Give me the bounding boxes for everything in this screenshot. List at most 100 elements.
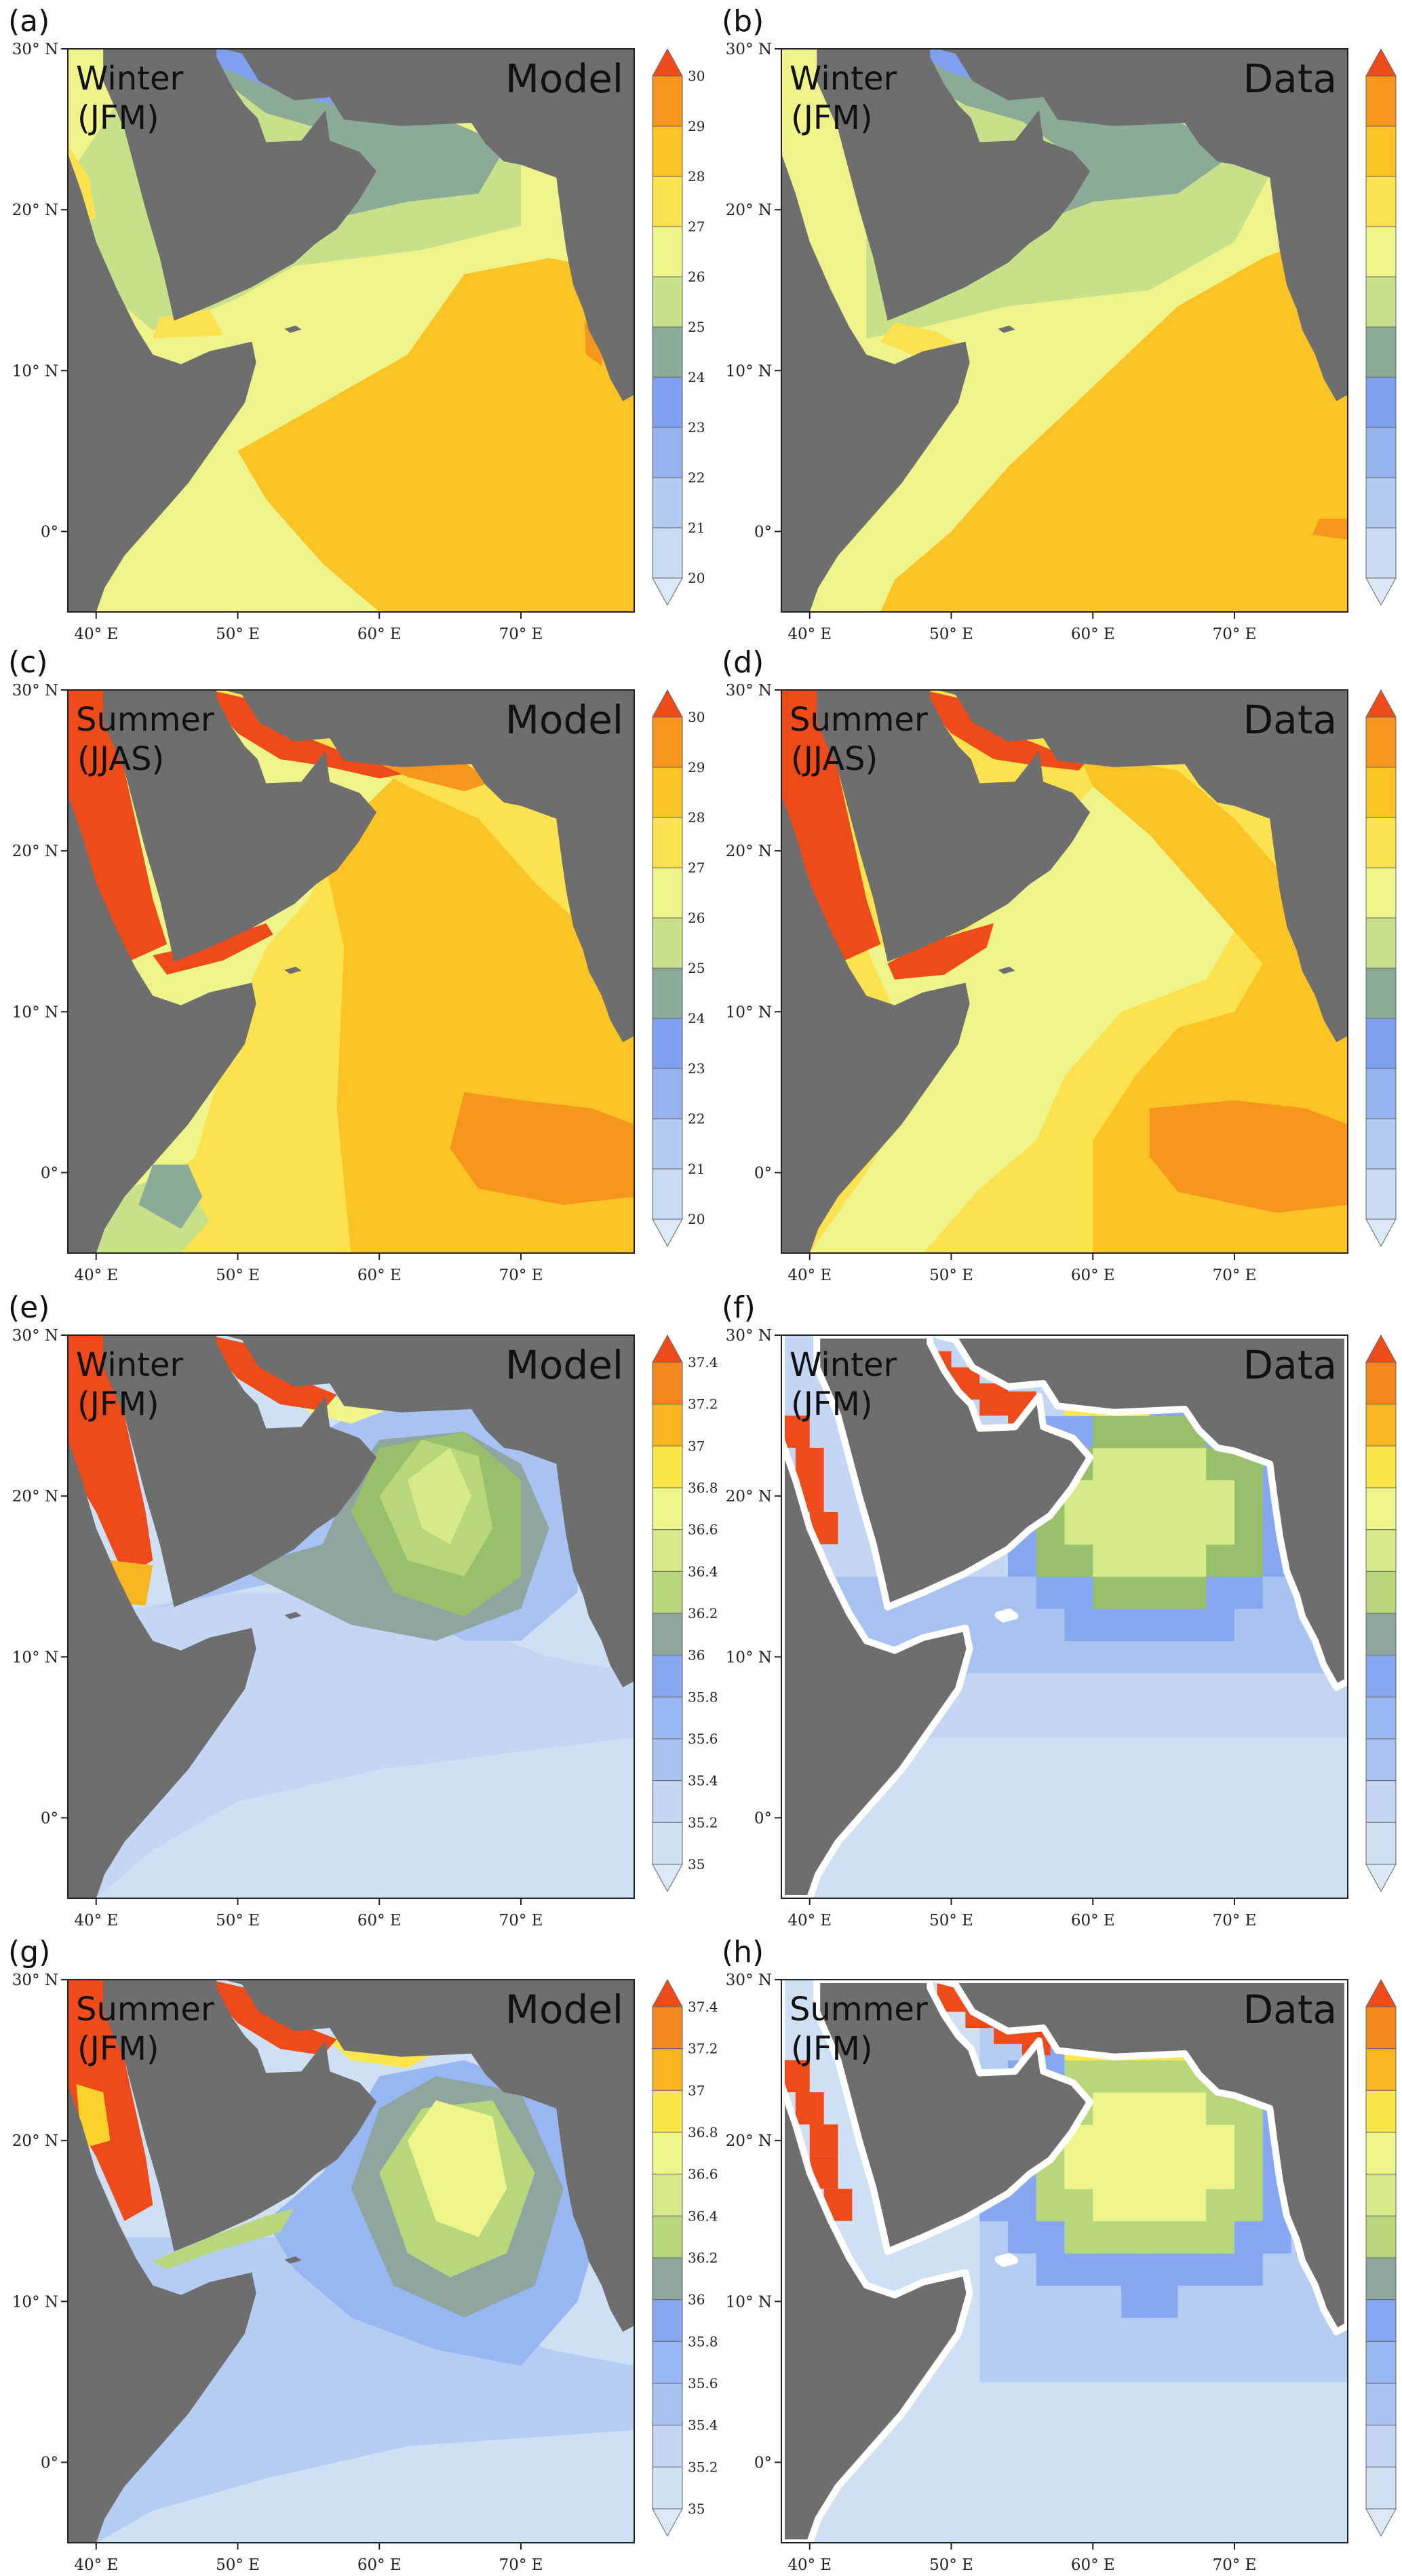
colorbar-bin [1365, 2090, 1397, 2133]
colorbar: 37373636363636353535353535 [1365, 1978, 1402, 2537]
grid-cell [1149, 1512, 1178, 1545]
grid-cell [809, 2124, 838, 2157]
map-field [781, 49, 1348, 612]
grid-cell [1008, 2349, 1037, 2383]
colorbar-label: 37.2 [688, 1396, 718, 1412]
y-tick-label: 30° N [12, 41, 58, 58]
land-africa [781, 49, 970, 612]
grid-cell [1008, 2285, 1037, 2318]
grid-cell [781, 1415, 810, 1448]
colorbar-label: 36.8 [688, 1480, 718, 1496]
land-socotra [284, 325, 302, 333]
grid-cell [1093, 2381, 1122, 2415]
colorbar-bin [652, 377, 683, 428]
grid-cell [1036, 1673, 1065, 1706]
panel-tag: (b) [722, 4, 764, 39]
season-label: Winter [76, 60, 184, 98]
grid-cell [1234, 1609, 1264, 1642]
colorbar-label: 29 [688, 759, 705, 775]
grid-cell [1149, 1769, 1178, 1803]
y-tick-label: 20° N [726, 1488, 772, 1505]
colorbar-bin [652, 689, 683, 718]
grid-cell [979, 1383, 1008, 1416]
colorbar-label: 22 [688, 469, 705, 486]
grid-cell [1234, 1480, 1264, 1513]
grid-cell [979, 2446, 1009, 2479]
grid-cell [1036, 1769, 1065, 1803]
grid-cell [1149, 2221, 1178, 2254]
grid-cell [1064, 1834, 1093, 1867]
grid-cell [1093, 1673, 1122, 1706]
map-frame [781, 1979, 1348, 2543]
grid-cell [979, 2510, 1009, 2543]
grid-cell [1064, 1544, 1093, 1577]
grid-cell [838, 1544, 867, 1577]
grid-cell [1121, 2349, 1150, 2383]
panel-tag: (f) [722, 1290, 756, 1325]
grid-cell [1234, 2124, 1264, 2157]
grid-cell [1093, 1801, 1122, 1834]
colorbar-bin [652, 75, 683, 127]
colorbar: 37.4 37.2 37 36.8 36.6 36.4 36.2 36 35.8 35.6 35.4… [652, 1978, 718, 2537]
colorbar-bin [1365, 477, 1397, 528]
colorbar-bin [652, 1780, 683, 1823]
x-tick-label: 60° E [1071, 626, 1115, 643]
x-tick-label: 40° E [74, 1912, 118, 1929]
colorbar-bin [652, 577, 683, 607]
land-africa [68, 49, 256, 612]
grid-cell [1206, 2156, 1235, 2189]
grid-cell [1121, 1673, 1150, 1706]
colorbar-label: 37.4 [688, 1354, 718, 1370]
y-tick-label: 30° N [12, 682, 58, 699]
colorbar-bin [1365, 1529, 1397, 1572]
contour-region [450, 1092, 634, 1205]
land-africa [68, 1335, 256, 1898]
grid-cell [781, 2028, 811, 2061]
x-tick-label: 70° E [499, 1267, 543, 1284]
colorbar-bin [1365, 1864, 1397, 1893]
grid-cell [895, 2253, 924, 2286]
grid-cell [1036, 2381, 1065, 2415]
grid-cell [1036, 2414, 1065, 2447]
map-frame [781, 1334, 1348, 1899]
map-field [68, 49, 634, 612]
grid-cell [1064, 2285, 1093, 2318]
y-tick-label: 0° [754, 1809, 772, 1827]
colorbar-bin [652, 427, 683, 478]
colorbar-bin [1365, 75, 1397, 127]
grid-cell [1093, 1866, 1122, 1898]
grid-cell [1206, 2253, 1235, 2286]
contour-region [76, 2084, 111, 2149]
land-africa [781, 690, 970, 1253]
grid-cell [1206, 2446, 1235, 2479]
period-label: (JFM) [77, 2030, 159, 2068]
grid-cell [979, 1576, 1009, 1609]
grid-cell [1036, 2318, 1065, 2350]
land-africa [781, 1980, 973, 2543]
grid-cell [951, 1866, 980, 1898]
grid-cell [951, 1834, 980, 1867]
grid-cell [1008, 2221, 1037, 2254]
source-label: Data [1243, 1986, 1338, 2033]
colorbar-bin [1365, 427, 1397, 478]
colorbar-bin [1365, 1571, 1397, 1614]
grid-cell [1177, 1512, 1207, 1545]
colorbar-bin [652, 176, 683, 227]
grid-cell [1064, 2189, 1093, 2222]
colorbar-bin [1365, 1404, 1397, 1446]
grid-cell [1319, 1769, 1348, 1803]
grid-cell [1177, 2318, 1207, 2350]
grid-cell [979, 1673, 1009, 1706]
grid-cell [922, 1737, 952, 1770]
grid-cell [1036, 2446, 1065, 2479]
panel-tag: (e) [8, 1290, 50, 1325]
grid-cell [1234, 2285, 1264, 2318]
grid-cell [922, 2478, 952, 2512]
grid-cell [1064, 2221, 1093, 2254]
grid-cell [1206, 2478, 1235, 2512]
colorbar-bin [1365, 1068, 1397, 1119]
grid-cell [979, 2318, 1009, 2350]
grid-cell [922, 2510, 952, 2543]
grid-cell [1234, 2318, 1264, 2350]
colorbar-bin [652, 1529, 683, 1572]
